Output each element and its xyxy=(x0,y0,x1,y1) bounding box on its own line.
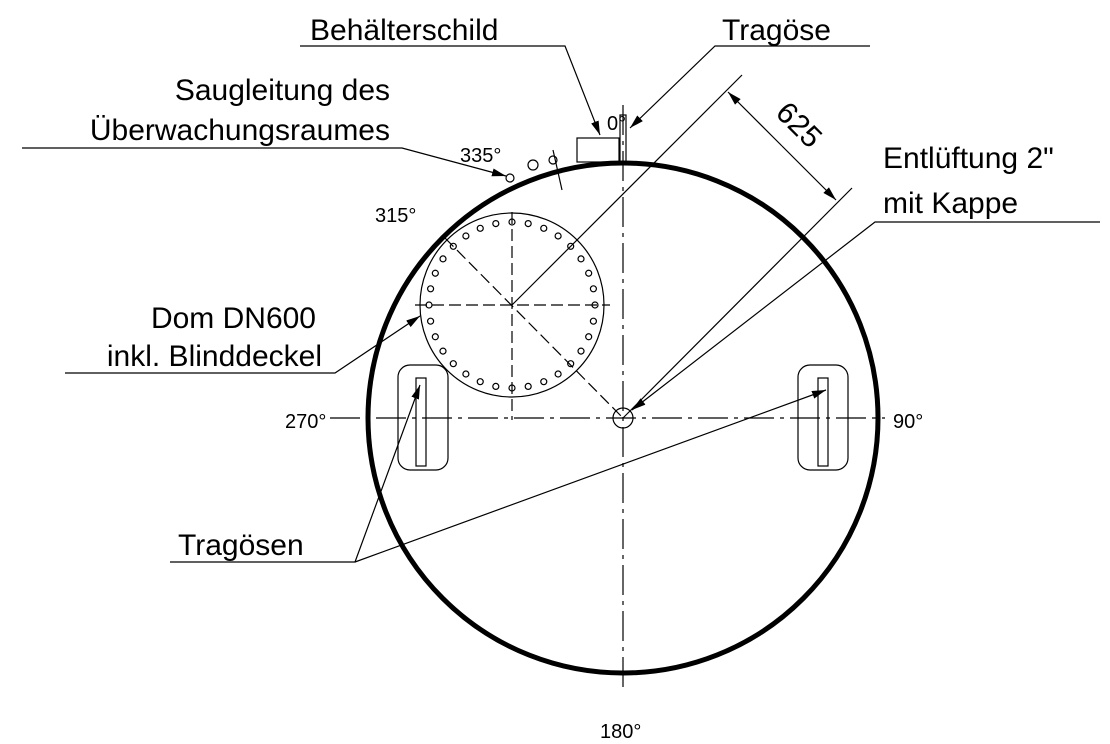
bolt-holes xyxy=(425,218,599,392)
lifting-eye xyxy=(619,114,627,164)
label: Tragösen xyxy=(178,529,304,562)
bolt-hole xyxy=(462,370,470,378)
bolt-hole xyxy=(462,232,470,240)
extension-line xyxy=(622,187,853,419)
bolt-hole xyxy=(554,370,562,378)
leader xyxy=(65,315,421,374)
leader xyxy=(629,45,870,129)
suction-line xyxy=(505,173,515,183)
lug-slot xyxy=(415,377,427,467)
bolt-hole xyxy=(585,269,593,277)
bolt-hole xyxy=(524,219,532,228)
bolt-hole xyxy=(439,255,447,263)
bolt-hole xyxy=(431,269,439,277)
angle-label: 90° xyxy=(893,411,923,433)
bolt-hole xyxy=(426,285,435,293)
name-plate xyxy=(576,137,620,163)
bolt-hole xyxy=(492,382,500,391)
angle-label: 0° xyxy=(607,113,626,135)
label: Behälterschild xyxy=(310,14,498,47)
nozzle xyxy=(527,159,539,171)
dimension-line xyxy=(781,145,837,201)
bolt-hole xyxy=(540,378,548,386)
vent xyxy=(612,407,634,429)
leader xyxy=(22,147,507,177)
bolt-hole xyxy=(449,360,457,368)
angle-label: 180° xyxy=(600,721,641,743)
bolt-hole xyxy=(589,317,598,325)
bolt-hole xyxy=(431,333,439,341)
bolt-hole xyxy=(567,360,575,368)
leader xyxy=(354,389,827,563)
bolt-hole xyxy=(577,255,585,263)
bolt-hole xyxy=(426,317,435,325)
label: mit Kappe xyxy=(883,187,1018,220)
angle-label: 335° xyxy=(460,145,501,167)
dimension-text: 625 xyxy=(769,96,828,155)
bolt-hole xyxy=(585,333,593,341)
extension-line xyxy=(511,74,743,306)
dimension-line xyxy=(727,91,783,147)
angle-label: 270° xyxy=(285,411,326,433)
bolt-hole xyxy=(554,232,562,240)
label: Entlüftung 2" xyxy=(883,142,1054,175)
label: Tragöse xyxy=(722,14,831,47)
bolt-hole xyxy=(476,224,484,232)
angle-label: 315° xyxy=(375,205,416,227)
bolt-hole xyxy=(524,382,532,391)
lug xyxy=(797,364,849,471)
bolt-hole xyxy=(540,224,548,232)
label: inkl. Blinddeckel xyxy=(107,340,322,373)
bolt-hole xyxy=(492,219,500,228)
bolt-hole xyxy=(449,242,457,250)
bolt-hole xyxy=(589,285,598,293)
label: Dom DN600 xyxy=(151,302,316,335)
leader xyxy=(631,221,1100,411)
dome-axis xyxy=(444,237,624,419)
bolt-hole xyxy=(439,347,447,355)
label: Überwachungsraumes xyxy=(90,114,390,147)
label: Saugleitung des xyxy=(175,74,390,107)
bolt-hole xyxy=(476,378,484,386)
leader xyxy=(300,45,601,136)
lug xyxy=(397,364,449,471)
bolt-hole xyxy=(567,242,575,250)
bolt-hole xyxy=(577,347,585,355)
nozzle xyxy=(548,155,558,165)
nozzle-axis xyxy=(552,149,563,191)
lug-slot xyxy=(817,377,829,467)
